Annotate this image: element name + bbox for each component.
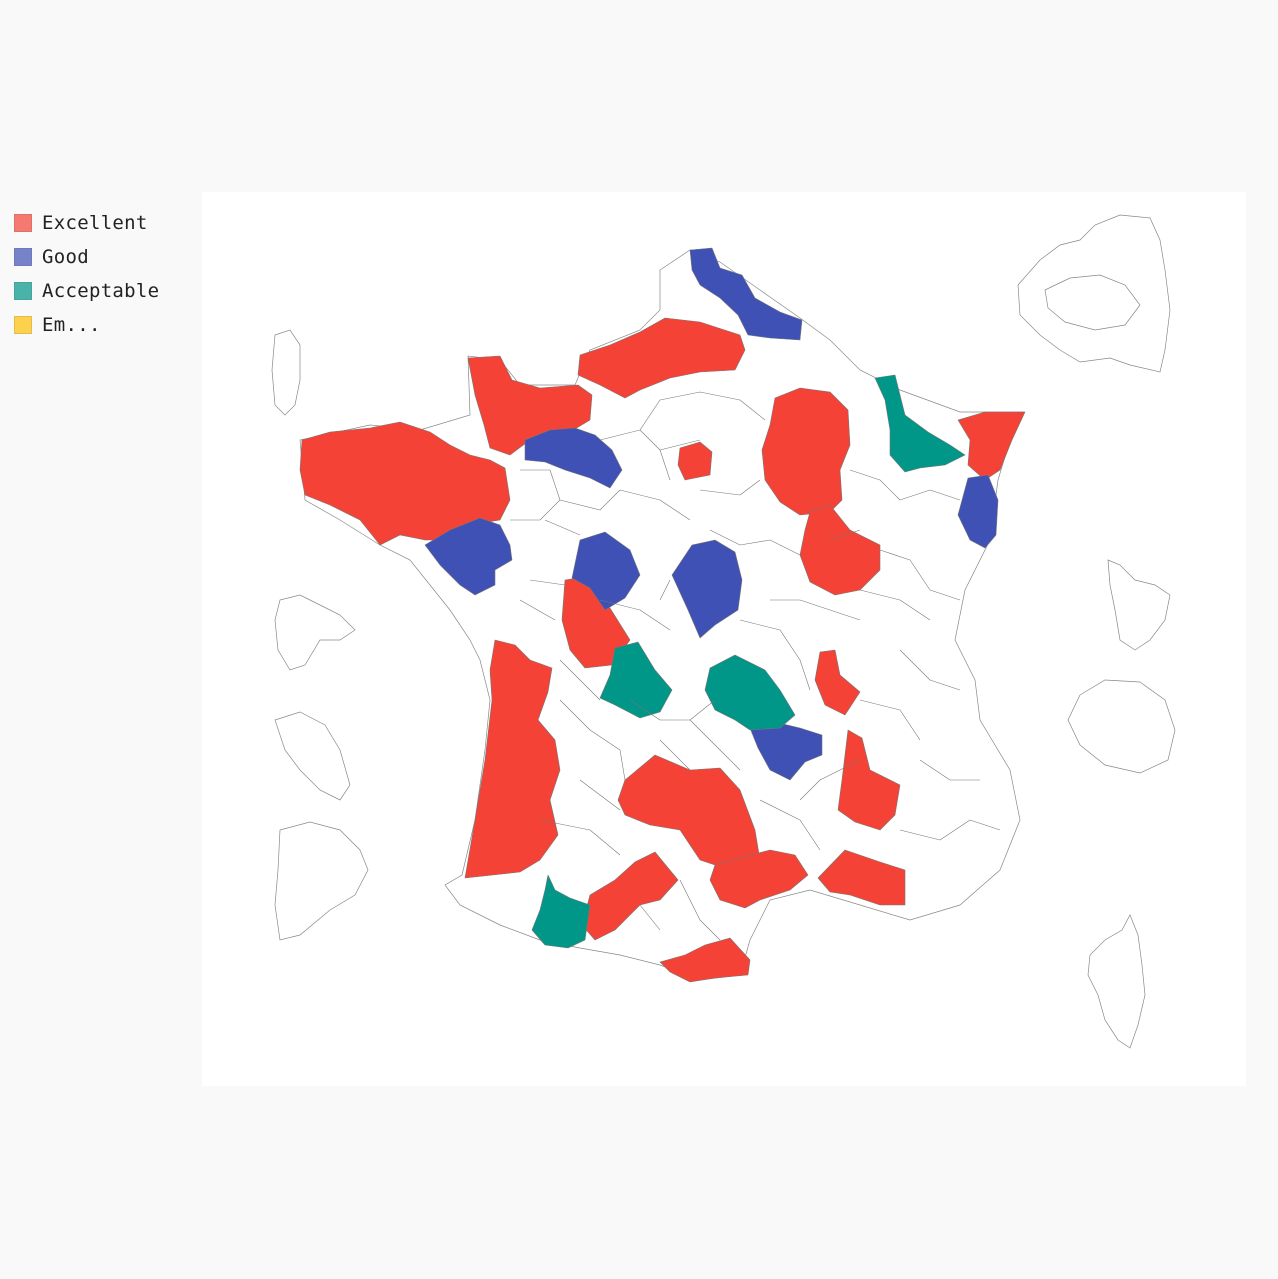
legend-swatch-excellent — [14, 214, 32, 232]
department-excellent[interactable] — [709, 849, 809, 909]
guadeloupe-outline — [271, 329, 301, 416]
department-excellent[interactable] — [677, 441, 713, 481]
reunion-outline — [274, 821, 369, 941]
department-good[interactable] — [671, 539, 743, 639]
department-good[interactable] — [957, 474, 999, 549]
department-good[interactable] — [524, 427, 623, 489]
legend-label: Em... — [42, 314, 101, 336]
legend: Excellent Good Acceptable Em... — [14, 206, 159, 342]
department-excellent[interactable] — [577, 317, 746, 399]
saint-pierre-outline — [1067, 679, 1176, 774]
legend-label: Acceptable — [42, 280, 160, 302]
department-acceptable[interactable] — [599, 641, 673, 719]
department-acceptable[interactable] — [874, 374, 966, 473]
martinique-outline — [274, 594, 356, 671]
legend-swatch-good — [14, 248, 32, 266]
department-excellent[interactable] — [814, 649, 861, 716]
department-excellent[interactable] — [837, 729, 901, 831]
legend-swatch-acceptable — [14, 282, 32, 300]
paris-inset-inner — [1044, 274, 1141, 331]
legend-item-em[interactable]: Em... — [14, 308, 159, 342]
department-excellent[interactable] — [464, 639, 561, 879]
department-good[interactable] — [689, 247, 803, 341]
mayotte-outline — [1107, 559, 1171, 651]
department-good[interactable] — [571, 531, 641, 611]
legend-label: Excellent — [42, 212, 148, 234]
department-acceptable[interactable] — [704, 654, 796, 731]
legend-item-excellent[interactable]: Excellent — [14, 206, 159, 240]
department-excellent[interactable] — [761, 387, 851, 516]
department-acceptable[interactable] — [531, 874, 591, 949]
legend-swatch-em — [14, 316, 32, 334]
department-good[interactable] — [424, 517, 513, 596]
department-outline — [510, 391, 1001, 941]
department-excellent[interactable] — [659, 937, 751, 983]
department-excellent[interactable] — [581, 851, 679, 941]
france-departments-map — [271, 214, 1176, 1049]
legend-item-acceptable[interactable]: Acceptable — [14, 274, 159, 308]
legend-label: Good — [42, 246, 89, 268]
department-excellent[interactable] — [817, 849, 906, 906]
guyane-outline — [274, 711, 351, 801]
legend-item-good[interactable]: Good — [14, 240, 159, 274]
department-excellent[interactable] — [957, 411, 1026, 481]
department-good[interactable] — [749, 721, 823, 781]
department-excellent[interactable] — [299, 421, 511, 546]
corsica-outline — [1087, 914, 1146, 1049]
map-panel — [202, 192, 1246, 1086]
